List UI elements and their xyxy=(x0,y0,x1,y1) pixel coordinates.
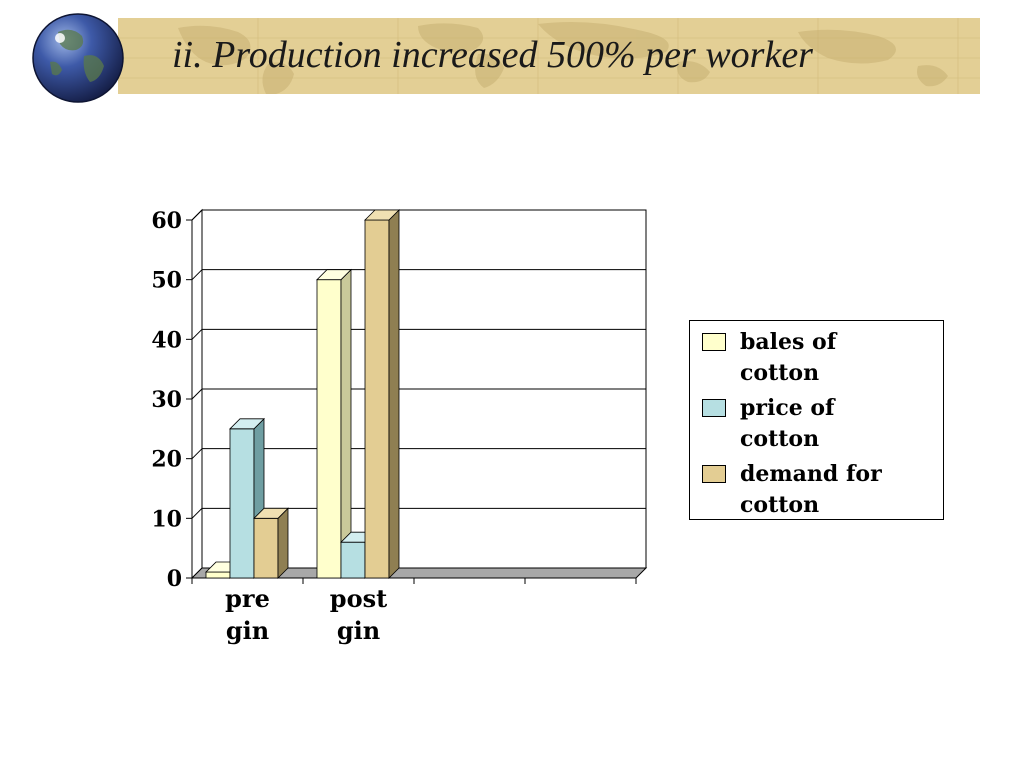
legend-item-demand: demand for cotton xyxy=(702,459,943,521)
y-axis-ticks: 0 10 20 30 40 50 60 xyxy=(151,208,637,592)
legend-label-price: price of cotton xyxy=(740,393,940,455)
gridline xyxy=(191,269,203,281)
legend-label-line: cotton xyxy=(740,426,820,452)
gridline xyxy=(191,507,203,519)
globe-icon xyxy=(28,10,128,106)
bar-front xyxy=(340,541,366,579)
bar xyxy=(364,209,400,579)
legend-label-bales: bales of cotton xyxy=(740,327,940,389)
world-map-icon xyxy=(118,18,980,94)
bar-top xyxy=(229,418,265,430)
gridline xyxy=(191,209,203,221)
x-category-label-line: post xyxy=(329,584,388,613)
y-tick-label: 50 xyxy=(151,268,182,294)
bar xyxy=(253,507,289,579)
legend-label-line: cotton xyxy=(740,492,820,518)
legend-item-bales: bales of cotton xyxy=(702,327,943,389)
y-tick-label: 20 xyxy=(151,447,182,473)
legend-label-line: demand for xyxy=(740,461,882,487)
legend-label-line: bales of xyxy=(740,329,837,355)
legend-label-demand: demand for cotton xyxy=(740,459,940,521)
bar-top xyxy=(364,209,400,221)
y-tick-label: 10 xyxy=(151,506,182,532)
bar-front xyxy=(205,571,231,579)
bar-front xyxy=(364,219,390,579)
legend-item-price: price of cotton xyxy=(702,393,943,455)
x-category-label-line: pre xyxy=(225,584,270,613)
gridline xyxy=(191,328,203,340)
chart-bars xyxy=(205,209,400,579)
bar-top xyxy=(253,507,289,519)
bar-front xyxy=(229,428,255,579)
bar xyxy=(316,268,352,579)
bar-top xyxy=(316,269,352,281)
plot-floor xyxy=(190,567,648,579)
y-tick-label: 30 xyxy=(151,387,182,413)
y-tick-label: 40 xyxy=(151,327,182,353)
gridline xyxy=(191,448,203,460)
x-category-label-line: gin xyxy=(225,616,270,645)
bar-side xyxy=(340,268,352,579)
slide-title: ii. Production increased 500% per worker xyxy=(172,34,813,76)
bar-front xyxy=(253,517,279,579)
x-category-label: post gin xyxy=(314,583,404,647)
legend-swatch-demand xyxy=(702,465,726,483)
chart-legend: bales of cotton price of cotton demand f… xyxy=(689,320,944,520)
bar-side xyxy=(388,209,400,579)
y-tick-label: 0 xyxy=(167,566,182,592)
x-category-label: pre gin xyxy=(203,583,293,647)
legend-swatch-price xyxy=(702,399,726,417)
legend-label-line: price of xyxy=(740,395,835,421)
bar-front xyxy=(316,279,342,579)
legend-label-line: cotton xyxy=(740,360,820,386)
title-banner xyxy=(118,18,980,94)
legend-swatch-bales xyxy=(702,333,726,351)
bar-side xyxy=(277,507,289,579)
gridline xyxy=(191,388,203,400)
x-category-label-line: gin xyxy=(336,616,381,645)
y-tick-label: 60 xyxy=(151,208,182,234)
